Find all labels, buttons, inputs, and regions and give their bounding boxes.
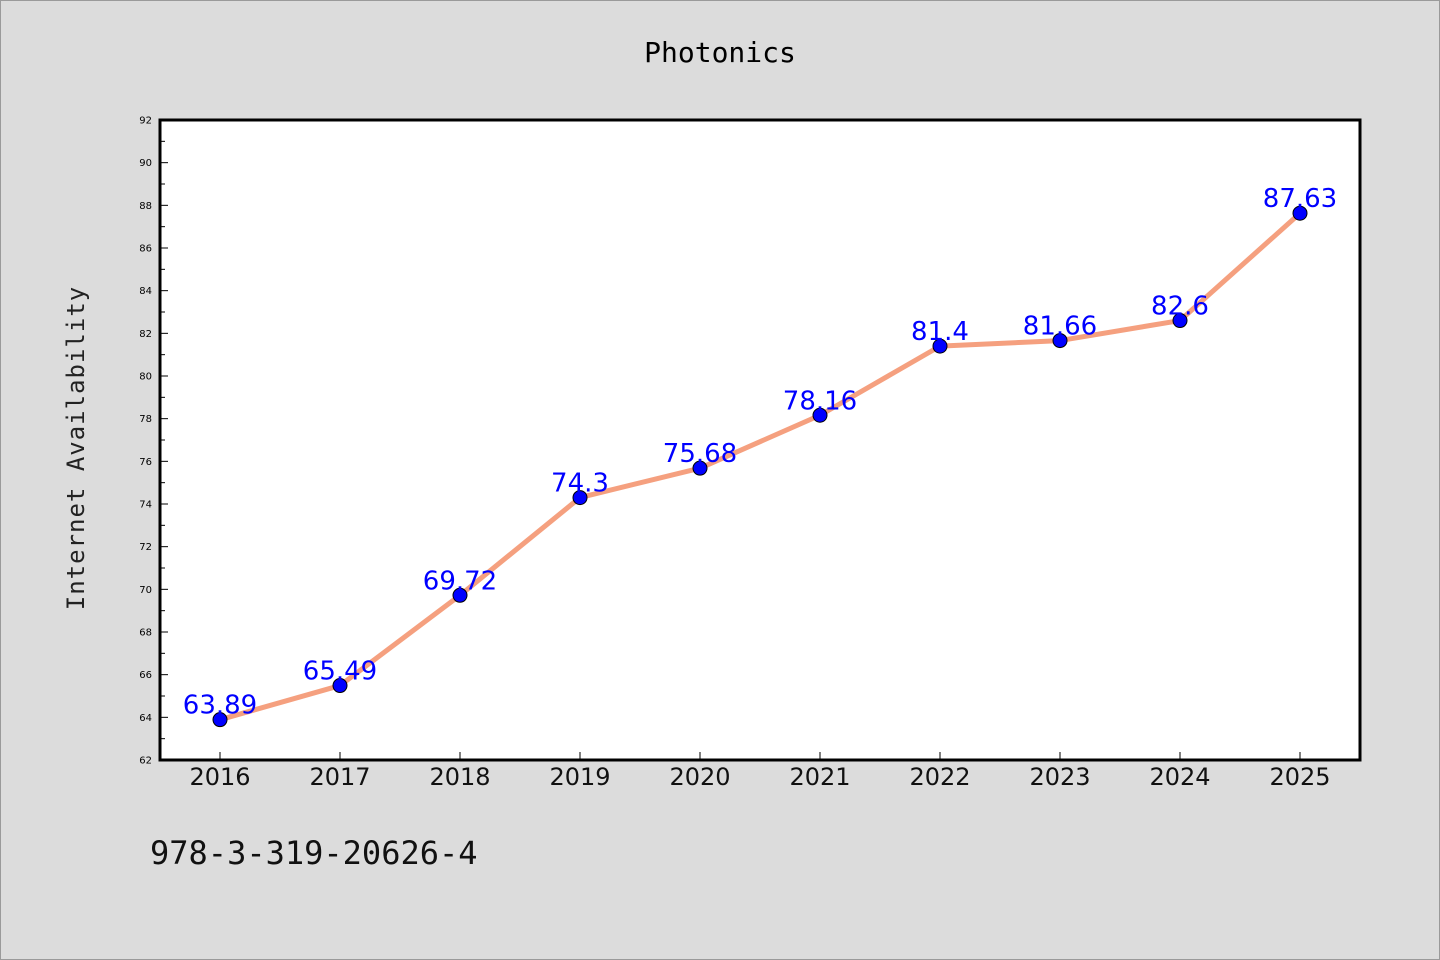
data-point-label: 82.6 — [1151, 292, 1209, 322]
data-point-label: 69.72 — [423, 566, 497, 596]
y-tick-label: 78 — [139, 414, 152, 425]
y-tick-label: 88 — [139, 201, 152, 212]
data-point-marker — [932, 338, 948, 354]
data-labels: 63.89 65.49 69.72 74.3 75.68 78.16 81.4 81.66 82… — [183, 184, 1337, 720]
y-axis-label: Internet Availability — [62, 286, 90, 610]
x-tick-label: 2020 — [669, 763, 730, 791]
chart-title: Photonics — [644, 36, 796, 69]
data-point-label: 74.3 — [551, 469, 609, 499]
data-point-marker — [692, 460, 708, 476]
data-point-label: 65.49 — [303, 657, 377, 687]
series-markers — [212, 205, 1308, 728]
data-point-label: 63.89 — [183, 691, 257, 721]
x-tick-label: 2024 — [1149, 763, 1210, 791]
y-tick-label: 62 — [139, 756, 152, 767]
data-point-marker — [812, 407, 828, 423]
x-tick-label: 2025 — [1269, 763, 1330, 791]
data-point-marker — [1172, 313, 1188, 329]
y-tick-label: 82 — [139, 329, 152, 340]
data-point-marker — [1292, 205, 1308, 221]
y-tick-label: 86 — [139, 244, 152, 255]
data-point-marker — [212, 712, 228, 728]
y-tick-label: 66 — [139, 670, 152, 681]
series-line — [217, 210, 1303, 723]
data-point-label: 75.68 — [663, 439, 737, 469]
y-tick-label: 72 — [139, 542, 152, 553]
data-point-label: 78.16 — [783, 386, 857, 416]
data-point-label: 87.63 — [1263, 184, 1337, 214]
data-point-marker — [572, 490, 588, 506]
x-tick-label: 2023 — [1029, 763, 1090, 791]
y-tick-label: 68 — [139, 628, 152, 639]
y-tick-label: 76 — [139, 457, 152, 468]
y-tick-label: 70 — [139, 585, 152, 596]
data-point-label: 81.4 — [911, 317, 969, 347]
x-tick-label: 2022 — [909, 763, 970, 791]
isbn-footer: 978-3-319-20626-4 — [150, 834, 478, 872]
data-point-marker — [332, 678, 348, 694]
y-tick-label: 80 — [139, 372, 152, 383]
y-tick-label: 90 — [139, 158, 152, 169]
series-line-group — [217, 210, 1303, 723]
x-tick-label: 2018 — [429, 763, 490, 791]
data-point-marker — [452, 587, 468, 603]
x-tick-label: 2017 — [309, 763, 370, 791]
plot-border — [158, 118, 1362, 762]
x-tick-label: 2019 — [549, 763, 610, 791]
y-tick-label: 92 — [139, 116, 152, 127]
y-tick-label: 84 — [139, 286, 152, 297]
x-tick-label: 2021 — [789, 763, 850, 791]
x-axis-ticks: 2016 2017 2018 2019 2020 2021 2022 2023 2024 2025 — [189, 752, 1331, 791]
x-tick-label: 2016 — [189, 763, 250, 791]
data-point-marker — [1052, 333, 1068, 349]
y-tick-label: 74 — [139, 500, 152, 511]
data-point-label: 81.66 — [1023, 312, 1097, 342]
y-tick-label: 64 — [139, 713, 152, 724]
